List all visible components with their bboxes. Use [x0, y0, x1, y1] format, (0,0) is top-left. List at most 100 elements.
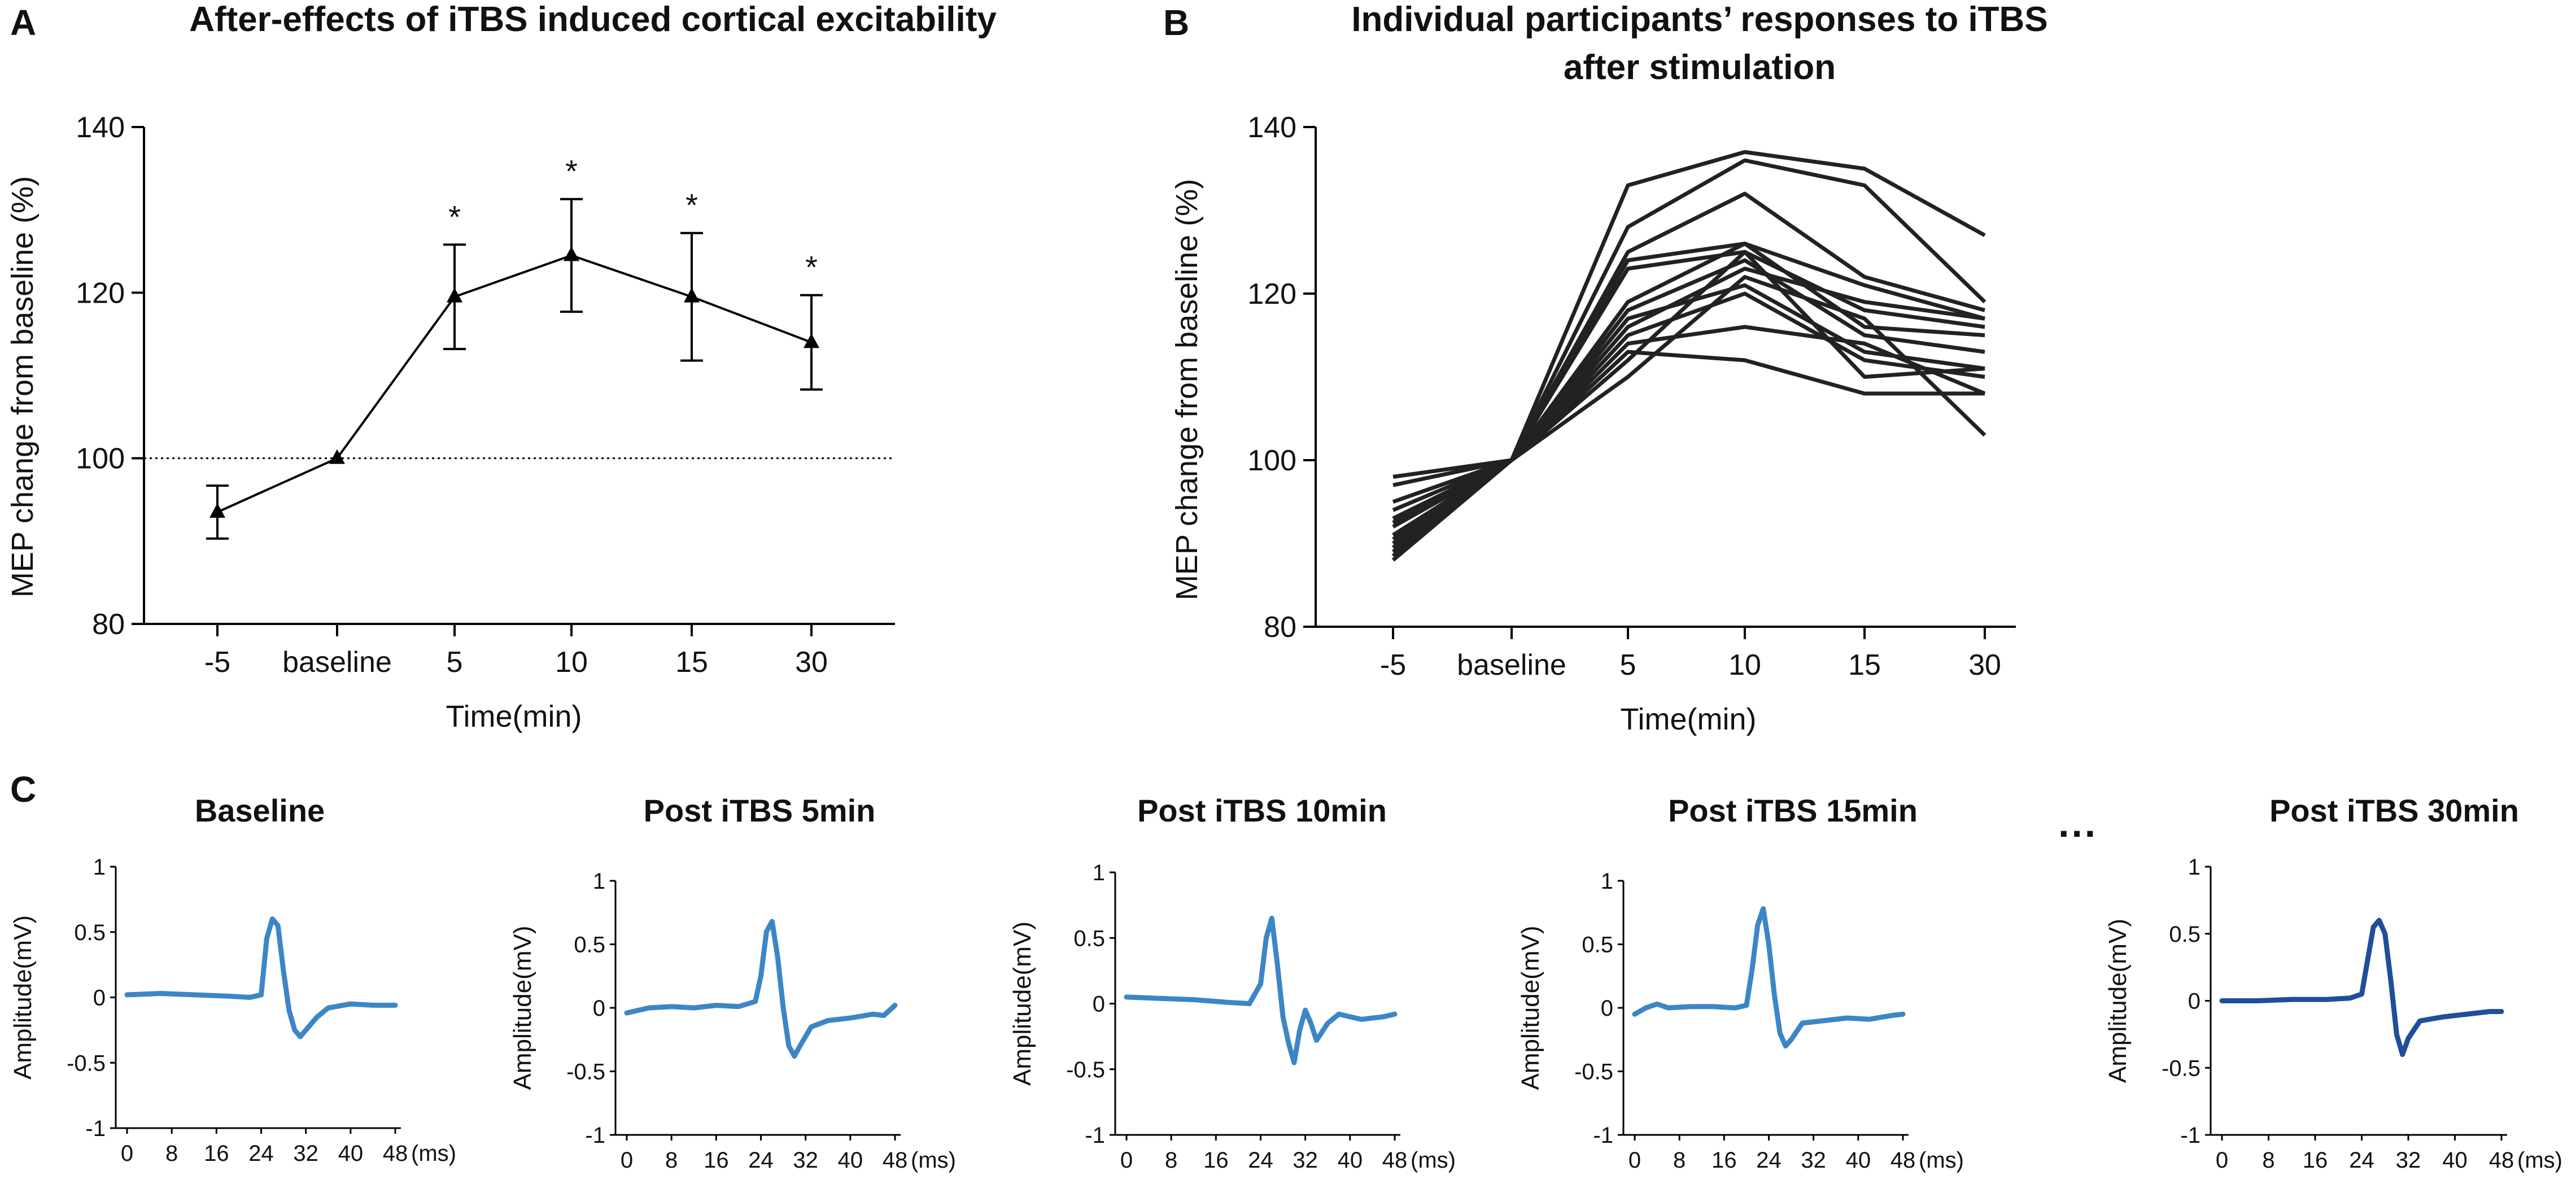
- panel-a-data-point: [684, 287, 700, 303]
- panel-a-x-tick-label: -5: [204, 646, 230, 679]
- panel-b-series-line: [1391, 267, 1985, 554]
- trace-y-tick-label: -1: [1593, 1123, 1613, 1148]
- trace-y-tick-label: 0: [1601, 996, 1613, 1021]
- trace-x-tick-label: 40: [1338, 1148, 1363, 1173]
- trace-y-tick-label: -0.5: [1574, 1060, 1613, 1085]
- trace-x-tick-label: 16: [704, 1148, 729, 1173]
- trace-x-tick-label: 24: [1248, 1148, 1273, 1173]
- trace-x-tick-label: 16: [204, 1141, 229, 1166]
- trace-y-tick-label: -0.5: [566, 1060, 605, 1085]
- panel-a-data-point: [804, 333, 819, 348]
- trace-y-tick-label: 0: [1093, 992, 1105, 1017]
- trace-y-axis-label: Amplitude(mV): [1517, 926, 1544, 1090]
- trace-x-tick-label: 0: [1628, 1148, 1641, 1173]
- trace-x-tick-label: 8: [1165, 1148, 1177, 1173]
- trace-x-tick-label: 16: [2303, 1148, 2328, 1173]
- trace-y-tick-label: 0.5: [1582, 933, 1613, 958]
- trace-x-tick-label: 48: [2489, 1148, 2514, 1173]
- panel-a-significance-marker: *: [805, 250, 818, 285]
- trace-y-tick-label: -1: [2180, 1123, 2200, 1148]
- panel-a-x-tick-label: 30: [795, 646, 828, 679]
- panel-b-series-line: [1391, 275, 1986, 549]
- panel-a-x-tick-label: 5: [447, 646, 463, 679]
- trace-x-unit-label: (ms): [911, 1148, 956, 1173]
- trace-y-tick-label: 0.5: [1073, 926, 1105, 951]
- trace-x-tick-label: 0: [1120, 1148, 1133, 1173]
- panel-b-letter: B: [1163, 2, 1189, 43]
- trace-x-tick-label: 40: [2442, 1148, 2468, 1173]
- trace-x-tick-label: 8: [165, 1141, 178, 1166]
- trace-y-axis-label: Amplitude(mV): [9, 915, 37, 1080]
- panel-b-x-tick-label: 30: [1968, 649, 2001, 681]
- trace-y-tick-label: -0.5: [2162, 1056, 2200, 1081]
- trace-x-tick-label: 40: [338, 1141, 364, 1166]
- trace-x-tick-label: 16: [1203, 1148, 1229, 1173]
- panel-a-significance-marker: *: [686, 187, 698, 223]
- trace-title: Post iTBS 15min: [1668, 793, 1918, 828]
- mep-waveform: [624, 919, 898, 1059]
- trace-x-tick-label: 32: [2396, 1148, 2421, 1173]
- trace-y-tick-label: 1: [93, 855, 106, 880]
- trace-x-tick-label: 40: [1846, 1148, 1871, 1173]
- panel-b-x-tick-label: 10: [1728, 649, 1761, 681]
- trace-y-tick-label: -1: [85, 1116, 106, 1141]
- trace-y-tick-label: -0.5: [1066, 1058, 1105, 1082]
- trace-panel-1: Post iTBS 5min -1 -0.5 0 0.5 1 0 8 16 24 32 40 48 (ms…: [509, 793, 956, 1173]
- mep-waveform: [1124, 915, 1398, 1065]
- panel-a-plot: * * * *: [144, 154, 895, 540]
- trace-x-tick-label: 24: [1756, 1148, 1782, 1173]
- panel-b-title-line-2: after stimulation: [1564, 48, 1836, 87]
- panel-c-traces: Baseline-1-0.500.510 8 16 24 32 40 48 (ms)Ampli…: [9, 793, 2562, 1173]
- trace-x-tick-label: 24: [2349, 1148, 2374, 1173]
- panel-b-plot: [1391, 150, 1986, 562]
- trace-x-tick-label: 24: [248, 1141, 274, 1166]
- trace-x-unit-label: (ms): [1411, 1148, 1456, 1173]
- panel-b-series-line: [1392, 250, 1985, 525]
- trace-y-tick-label: 0: [93, 986, 106, 1011]
- panel-a-x-tick-label: 15: [675, 646, 708, 679]
- trace-x-tick-label: 48: [1382, 1148, 1408, 1173]
- trace-y-tick-label: 0: [593, 996, 605, 1021]
- panel-c: C ··· Baseline-1-0.500.510 8 16 24 32 40 48 (ms…: [9, 769, 2562, 1173]
- trace-x-tick-label: 48: [1890, 1148, 1916, 1173]
- trace-title: Post iTBS 30min: [2269, 793, 2519, 828]
- trace-x-tick-label: 0: [2216, 1148, 2228, 1173]
- panel-a-y-tick-label: 140: [76, 111, 125, 144]
- trace-panel-3: Post iTBS 15min -1 -0.5 0 0.5 1 0 8 16 24 32 40 48 (m…: [1517, 793, 1964, 1173]
- trace-y-tick-label: -1: [1085, 1123, 1105, 1148]
- trace-x-tick-label: 32: [793, 1148, 818, 1173]
- trace-x-tick-label: 32: [1801, 1148, 1826, 1173]
- trace-x-tick-label: 48: [383, 1141, 408, 1166]
- trace-panel-2: Post iTBS 10min -1 -0.5 0 0.5 1 0 8 16 24 32 40 48 (m…: [1008, 793, 1456, 1173]
- panel-c-letter: C: [10, 769, 36, 810]
- panel-a-data-point: [209, 503, 225, 518]
- panel-a-title: After-effects of iTBS induced cortical e…: [189, 0, 997, 39]
- trace-panel-0: Baseline -1 -0.5 0 0.5 1 0 8 16 24 32 40 48 (ms) Ampli…: [9, 793, 456, 1166]
- trace-y-axis-label: Amplitude(mV): [1008, 921, 1036, 1086]
- trace-x-tick-label: 48: [883, 1148, 908, 1173]
- panel-a-significance-marker: *: [565, 154, 578, 189]
- panel-a-x-axis-label: Time(min): [446, 700, 582, 733]
- panel-b-series-line: [1392, 158, 1986, 487]
- panel-a-x-tick-label: baseline: [282, 646, 392, 679]
- trace-x-unit-label: (ms): [2517, 1148, 2562, 1173]
- mep-waveform: [2219, 918, 2504, 1057]
- panel-b-x-tick-label: baseline: [1457, 649, 1566, 681]
- trace-x-tick-label: 8: [1673, 1148, 1686, 1173]
- trace-panel-4: Post iTBS 30min -1 -0.5 0 0.5 1 0 8 16 24 32 40 48 (m…: [2104, 793, 2562, 1173]
- panel-a-y-tick-label: 120: [76, 277, 125, 309]
- trace-y-axis-label: Amplitude(mV): [509, 926, 536, 1090]
- trace-y-tick-label: -0.5: [67, 1051, 106, 1076]
- panel-a-x-tick-label: 10: [555, 646, 588, 679]
- mep-waveform: [1632, 906, 1906, 1049]
- trace-y-tick-label: 0: [2188, 989, 2200, 1014]
- trace-y-axis-label: Amplitude(mV): [2104, 919, 2132, 1083]
- panel-a-data-point: [564, 246, 579, 261]
- trace-x-tick-label: 32: [293, 1141, 318, 1166]
- trace-y-tick-label: 1: [1093, 860, 1105, 885]
- trace-x-tick-label: 8: [665, 1148, 678, 1173]
- trace-y-tick-label: 0.5: [74, 920, 106, 945]
- trace-y-tick-label: 1: [2188, 855, 2200, 880]
- trace-y-tick-label: 1: [1601, 869, 1613, 894]
